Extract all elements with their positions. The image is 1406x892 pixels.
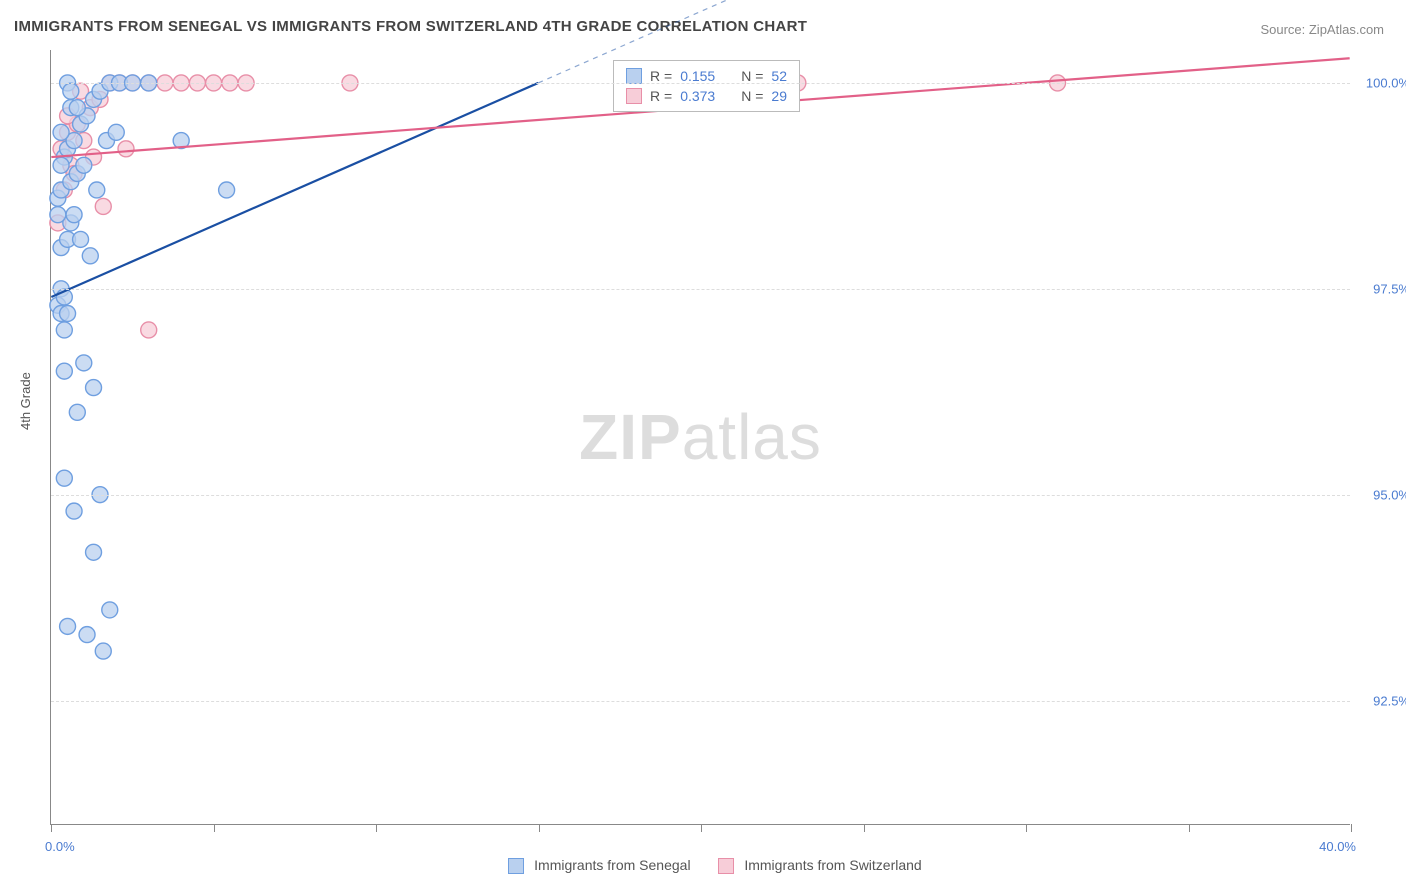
scatter-point: [60, 305, 76, 321]
scatter-point: [50, 207, 66, 223]
scatter-point: [82, 248, 98, 264]
scatter-point: [76, 157, 92, 173]
corr-r-value-0: 0.155: [680, 68, 715, 84]
corr-n-label-1: N =: [741, 88, 763, 104]
scatter-point: [86, 380, 102, 396]
corr-n-value-1: 29: [771, 88, 787, 104]
scatter-point: [118, 141, 134, 157]
scatter-point: [102, 602, 118, 618]
corr-r-label-0: R =: [650, 68, 672, 84]
correlation-box: R = 0.155 N = 52 R = 0.373 N = 29: [613, 60, 800, 112]
x-max-label: 40.0%: [1319, 839, 1356, 854]
scatter-point: [89, 182, 105, 198]
corr-row-1: R = 0.373 N = 29: [626, 86, 787, 106]
x-tick: [1189, 824, 1190, 832]
corr-n-label-0: N =: [741, 68, 763, 84]
x-tick: [701, 824, 702, 832]
scatter-point: [69, 404, 85, 420]
scatter-point: [53, 124, 69, 140]
x-min-label: 0.0%: [45, 839, 75, 854]
gridline-h: [51, 495, 1350, 496]
scatter-point: [95, 643, 111, 659]
corr-swatch-1: [626, 88, 642, 104]
scatter-point: [69, 100, 85, 116]
y-tick-label: 97.5%: [1355, 282, 1406, 297]
chart-title: IMMIGRANTS FROM SENEGAL VS IMMIGRANTS FR…: [14, 18, 807, 35]
scatter-point: [63, 83, 79, 99]
x-tick: [539, 824, 540, 832]
scatter-point: [108, 124, 124, 140]
scatter-point: [53, 157, 69, 173]
corr-r-value-1: 0.373: [680, 88, 715, 104]
scatter-point: [79, 627, 95, 643]
scatter-point: [60, 618, 76, 634]
x-tick: [376, 824, 377, 832]
legend-label-0: Immigrants from Senegal: [534, 857, 690, 873]
scatter-point: [66, 207, 82, 223]
corr-r-label-1: R =: [650, 88, 672, 104]
x-tick: [214, 824, 215, 832]
gridline-h: [51, 289, 1350, 290]
scatter-point: [76, 355, 92, 371]
scatter-point: [141, 322, 157, 338]
gridline-h: [51, 701, 1350, 702]
trend-line: [51, 83, 538, 297]
x-tick: [1351, 824, 1352, 832]
scatter-point: [66, 503, 82, 519]
legend-label-1: Immigrants from Switzerland: [744, 857, 921, 873]
corr-n-value-0: 52: [771, 68, 787, 84]
scatter-point: [73, 231, 89, 247]
chart-svg: [51, 50, 1350, 824]
y-tick-label: 92.5%: [1355, 694, 1406, 709]
y-tick-label: 95.0%: [1355, 488, 1406, 503]
source-label: Source: ZipAtlas.com: [1260, 22, 1384, 37]
x-tick: [51, 824, 52, 832]
x-tick: [864, 824, 865, 832]
corr-swatch-0: [626, 68, 642, 84]
scatter-point: [95, 198, 111, 214]
plot-area: ZIPatlas 0.0% 40.0% R = 0.155 N = 52 R =…: [50, 50, 1350, 825]
gridline-h: [51, 83, 1350, 84]
legend-swatch-1: [718, 858, 734, 874]
y-tick-label: 100.0%: [1355, 75, 1406, 90]
scatter-point: [86, 544, 102, 560]
scatter-point: [219, 182, 235, 198]
y-axis-label: 4th Grade: [18, 372, 33, 430]
scatter-point: [56, 470, 72, 486]
scatter-point: [56, 322, 72, 338]
scatter-point: [56, 363, 72, 379]
x-tick: [1026, 824, 1027, 832]
bottom-legend: Immigrants from Senegal Immigrants from …: [0, 857, 1406, 874]
legend-swatch-0: [508, 858, 524, 874]
